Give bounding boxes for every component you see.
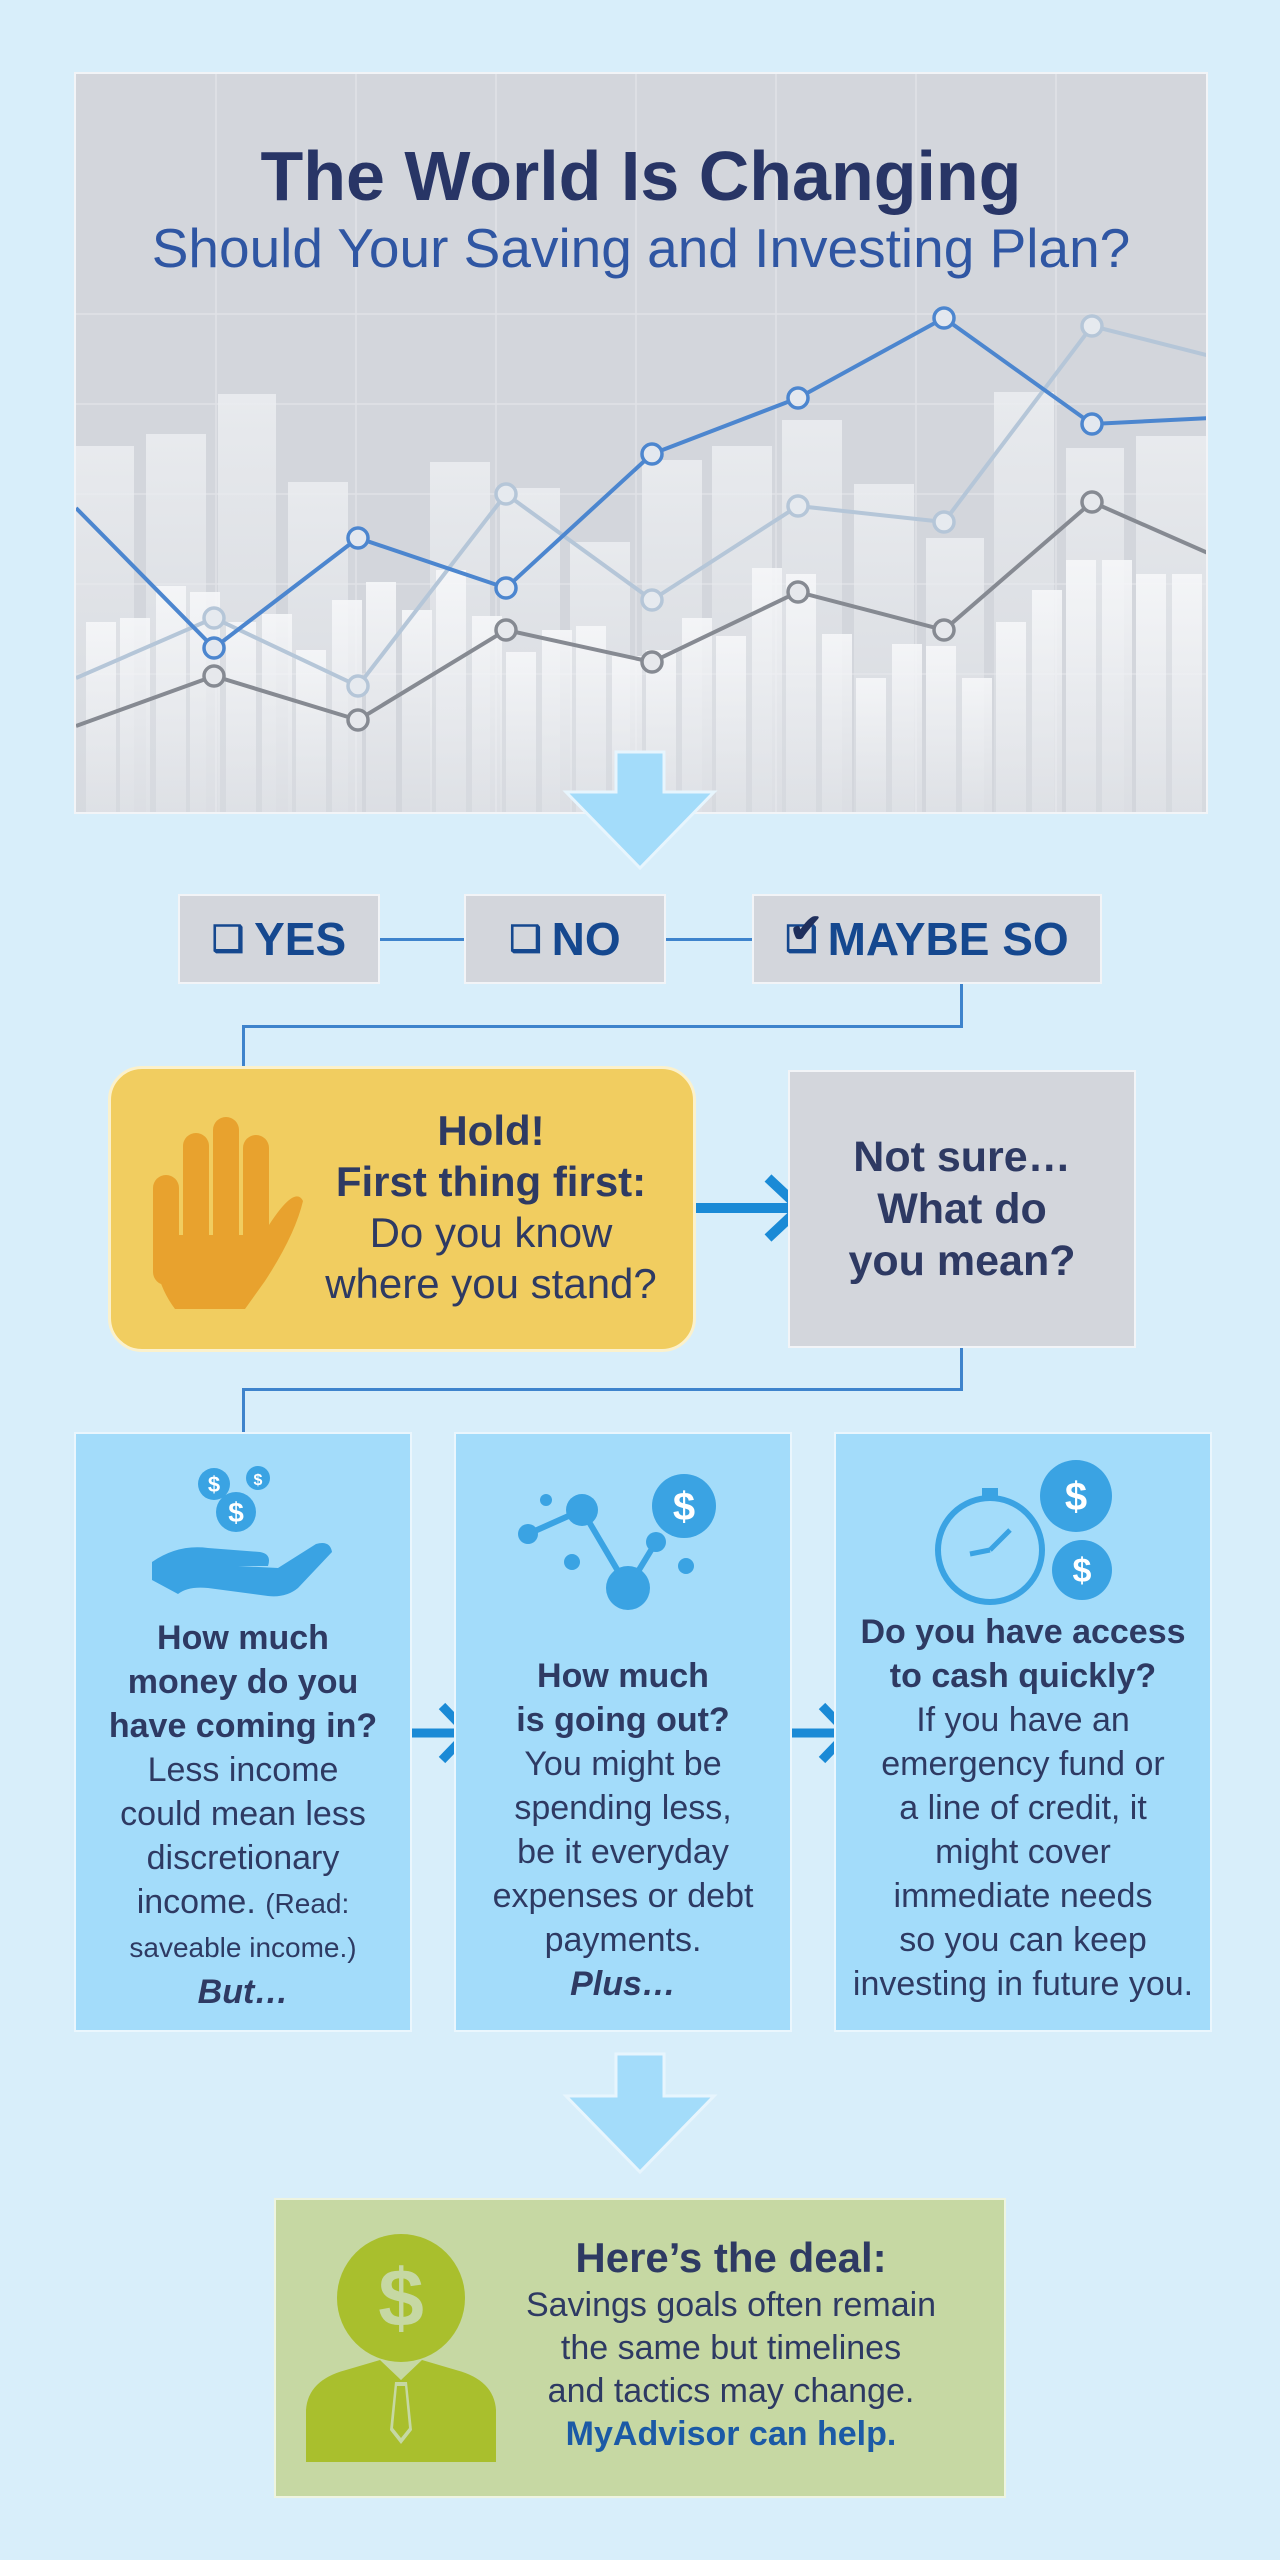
- deal-line3: and tactics may change.: [547, 2372, 915, 2410]
- connector-line: [664, 938, 754, 941]
- hold-heading: Hold!: [437, 1107, 545, 1154]
- cash-access-card: $ $ Do you have access to cash quickly? …: [834, 1432, 1212, 2032]
- svg-text:$: $: [208, 1472, 220, 1497]
- hold-subheading: First thing first:: [335, 1158, 647, 1205]
- deal-line2: the same but timelines: [560, 2329, 902, 2367]
- income-body-line1: Less income: [147, 1751, 339, 1789]
- hold-question-line1: Do you know: [369, 1209, 613, 1256]
- spending-body-line1: You might be: [524, 1745, 722, 1783]
- spending-body-line5: payments.: [544, 1921, 702, 1959]
- spending-body-line4: expenses or debt: [492, 1877, 754, 1915]
- spending-closing: Plus…: [570, 1965, 676, 2003]
- connector-line: [960, 1348, 963, 1390]
- cash-body-line7: investing in future you.: [852, 1965, 1194, 2003]
- spending-card-text: How much is going out? You might be spen…: [456, 1654, 790, 2006]
- connector-line: [242, 1388, 245, 1434]
- down-arrow-icon: [562, 750, 718, 870]
- spending-body-line3: be it everyday: [517, 1833, 729, 1871]
- income-body-line4: income.: [136, 1883, 256, 1921]
- cash-body-line3: a line of credit, it: [899, 1789, 1147, 1827]
- svg-text:$: $: [1065, 1475, 1087, 1519]
- income-note-line2: saveable income.): [129, 1932, 357, 1963]
- svg-text:$: $: [378, 2253, 424, 2344]
- not-sure-line2: What do: [877, 1185, 1047, 1233]
- cash-body-line4: might cover: [935, 1833, 1111, 1871]
- deal-line1: Savings goals often remain: [525, 2286, 937, 2324]
- cash-heading-line1: Do you have access: [860, 1613, 1186, 1651]
- hold-callout: Hold! First thing first: Do you know whe…: [108, 1066, 696, 1352]
- income-heading-line2: money do you: [127, 1663, 359, 1701]
- not-sure-box: Not sure… What do you mean?: [788, 1070, 1136, 1348]
- page-subtitle: Should Your Saving and Investing Plan?: [151, 217, 1131, 279]
- svg-text:$: $: [1073, 1552, 1092, 1590]
- hero-banner: The World Is Changing Should Your Saving…: [74, 72, 1208, 814]
- advisor-dollar-head-icon: $: [306, 2234, 496, 2462]
- not-sure-line1: Not sure…: [853, 1133, 1071, 1181]
- cash-body-line1: If you have an: [916, 1701, 1130, 1739]
- option-maybe-label: MAYBE SO: [827, 913, 1069, 965]
- hold-text: Hold! First thing first: Do you know whe…: [311, 1105, 671, 1309]
- spending-body-line2: spending less,: [514, 1789, 732, 1827]
- checkbox-empty-icon[interactable]: ❑: [211, 918, 245, 959]
- clock-dollar-icon: $ $: [935, 1460, 1112, 1605]
- deal-text: Here’s the deal: Savings goals often rem…: [496, 2232, 966, 2456]
- income-body-line2: could mean less: [120, 1795, 366, 1833]
- page-title: The World Is Changing: [260, 137, 1022, 215]
- connector-line: [242, 1025, 245, 1069]
- spending-heading-line2: is going out?: [516, 1701, 730, 1739]
- hand-with-coins-icon: $ $ $: [152, 1466, 332, 1597]
- down-arrow-icon: [562, 2052, 718, 2174]
- cash-body-line6: so you can keep: [899, 1921, 1147, 1959]
- cash-card-text: Do you have access to cash quickly? If y…: [836, 1610, 1210, 2006]
- checkbox-empty-icon[interactable]: ❑: [509, 918, 542, 959]
- income-card-text: How much money do you have coming in? Le…: [76, 1616, 410, 2014]
- checkbox-checked-icon[interactable]: ❑ ✔: [785, 907, 823, 959]
- hero-background-graphic: [76, 74, 1206, 812]
- income-note-line1: (Read:: [265, 1888, 350, 1919]
- connector-line: [242, 1025, 963, 1028]
- chart-dots-dollar-icon: $: [518, 1474, 716, 1610]
- option-maybe-so[interactable]: ❑ ✔ MAYBE SO: [752, 894, 1102, 984]
- option-yes[interactable]: ❑ YES: [178, 894, 380, 984]
- income-heading-line1: How much: [157, 1619, 329, 1657]
- connector-line: [378, 938, 468, 941]
- income-card: $ $ $ How much money do you have coming …: [74, 1432, 412, 2032]
- income-closing: But…: [197, 1973, 289, 2011]
- spending-card: $ How much is going out? You might be sp…: [454, 1432, 792, 2032]
- not-sure-line3: you mean?: [848, 1237, 1076, 1285]
- svg-text:$: $: [254, 1472, 263, 1489]
- cash-body-line5: immediate needs: [893, 1877, 1153, 1915]
- svg-text:$: $: [673, 1485, 695, 1529]
- cash-heading-line2: to cash quickly?: [889, 1657, 1157, 1695]
- cash-body-line2: emergency fund or: [881, 1745, 1165, 1783]
- hold-question-line2: where you stand?: [325, 1260, 657, 1307]
- advisor-cta-link[interactable]: MyAdvisor can help.: [565, 2415, 897, 2453]
- option-no[interactable]: ❑ NO: [464, 894, 666, 984]
- connector-line: [242, 1388, 963, 1391]
- income-body-line3: discretionary: [146, 1839, 340, 1877]
- connector-line: [960, 984, 963, 1028]
- spending-heading-line1: How much: [537, 1657, 709, 1695]
- svg-text:$: $: [228, 1497, 244, 1528]
- raised-hand-icon: [153, 1117, 303, 1309]
- deal-title: Here’s the deal:: [575, 2234, 887, 2281]
- deal-box: $ Here’s the deal: Savings goals often r…: [274, 2198, 1006, 2498]
- option-no-label: NO: [551, 913, 621, 965]
- income-heading-line3: have coming in?: [108, 1707, 378, 1745]
- option-yes-label: YES: [254, 913, 347, 965]
